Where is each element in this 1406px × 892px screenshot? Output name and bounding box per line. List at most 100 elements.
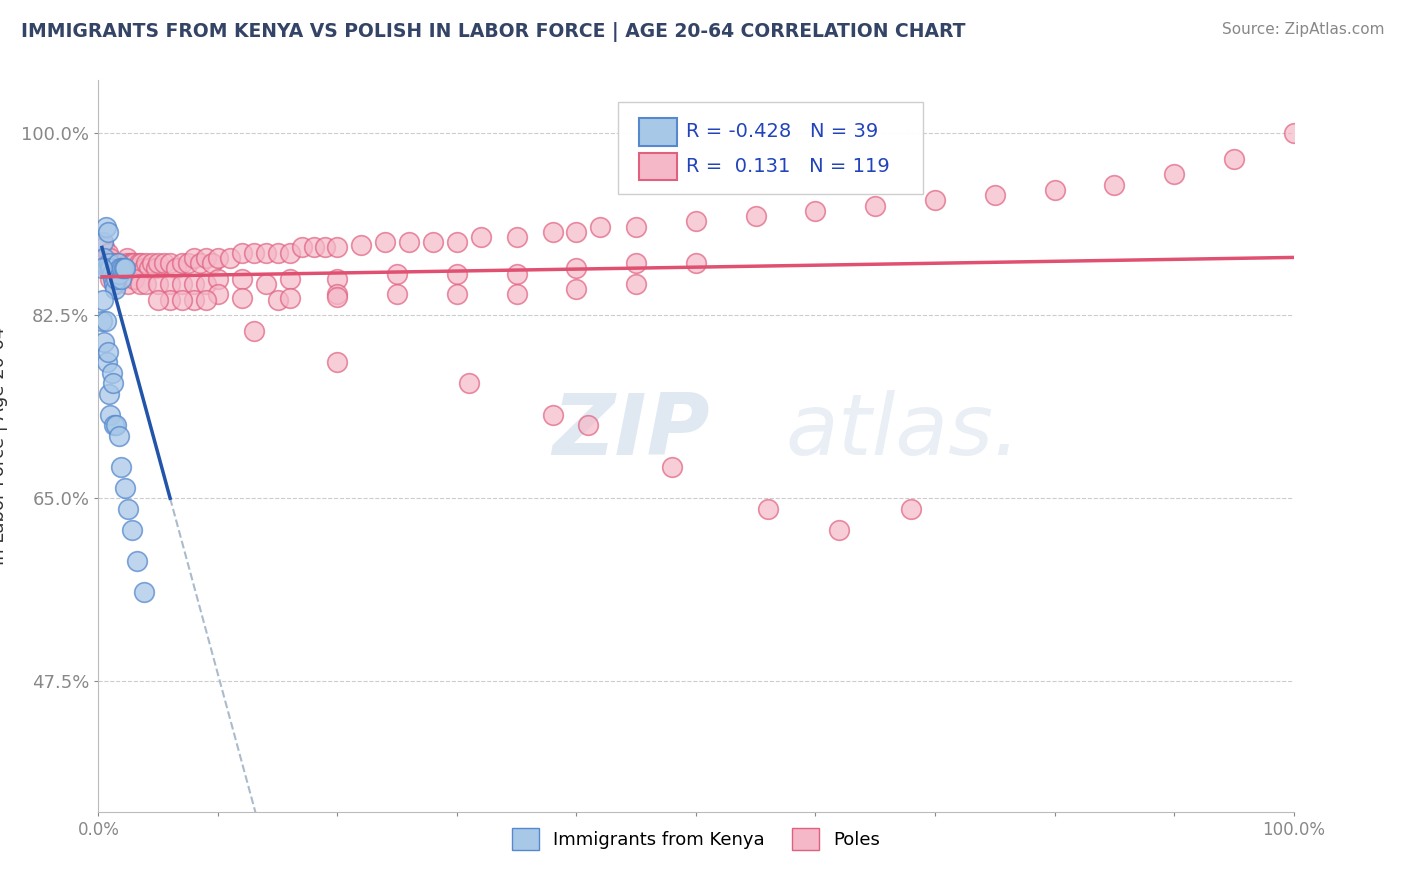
- Point: [112, 261, 135, 276]
- Text: Source: ZipAtlas.com: Source: ZipAtlas.com: [1222, 22, 1385, 37]
- Bar: [638, 119, 676, 146]
- Text: IMMIGRANTS FROM KENYA VS POLISH IN LABOR FORCE | AGE 20-64 CORRELATION CHART: IMMIGRANTS FROM KENYA VS POLISH IN LABOR…: [21, 22, 966, 42]
- Point: [114, 481, 136, 495]
- Point: [148, 277, 170, 291]
- Point: [100, 256, 122, 270]
- Point: [626, 256, 648, 270]
- Point: [94, 313, 117, 327]
- Point: [107, 428, 129, 442]
- Point: [128, 256, 150, 270]
- Legend: Immigrants from Kenya, Poles: Immigrants from Kenya, Poles: [505, 821, 887, 857]
- Point: [117, 256, 139, 270]
- Point: [132, 585, 155, 599]
- Point: [141, 256, 163, 270]
- Point: [685, 256, 707, 270]
- Point: [96, 256, 118, 270]
- Point: [165, 261, 187, 276]
- Point: [172, 277, 194, 291]
- Point: [1223, 152, 1246, 166]
- Point: [153, 256, 176, 270]
- Point: [231, 245, 253, 260]
- Point: [541, 408, 564, 422]
- Point: [385, 287, 409, 301]
- Point: [107, 267, 129, 281]
- Point: [756, 501, 779, 516]
- Text: R = -0.428   N = 39: R = -0.428 N = 39: [686, 122, 879, 141]
- Bar: [638, 153, 676, 180]
- Point: [107, 256, 129, 270]
- Point: [446, 235, 468, 250]
- Point: [148, 256, 170, 270]
- Point: [177, 256, 200, 270]
- Point: [120, 256, 142, 270]
- Point: [108, 261, 131, 276]
- Point: [565, 261, 588, 276]
- Point: [159, 293, 181, 307]
- Text: R =  0.131   N = 119: R = 0.131 N = 119: [686, 157, 890, 176]
- Point: [107, 256, 129, 270]
- Point: [111, 256, 134, 270]
- Point: [93, 251, 115, 265]
- Point: [626, 277, 648, 291]
- Point: [96, 261, 118, 276]
- Point: [124, 272, 146, 286]
- Point: [685, 214, 707, 228]
- Point: [422, 235, 444, 250]
- Point: [91, 256, 114, 270]
- Point: [125, 261, 148, 276]
- Point: [104, 261, 127, 276]
- Point: [108, 267, 131, 281]
- Point: [326, 289, 349, 303]
- Point: [278, 245, 301, 260]
- Point: [231, 272, 253, 286]
- Point: [125, 554, 148, 568]
- Point: [115, 261, 138, 276]
- Point: [267, 245, 290, 260]
- Point: [243, 324, 266, 338]
- Point: [138, 261, 160, 276]
- Point: [578, 418, 600, 433]
- Point: [100, 267, 122, 281]
- Point: [828, 523, 851, 537]
- Point: [98, 386, 121, 401]
- Point: [97, 245, 120, 260]
- Point: [195, 277, 218, 291]
- Point: [1163, 167, 1185, 181]
- Point: [103, 256, 125, 270]
- Point: [105, 272, 128, 286]
- Point: [124, 256, 146, 270]
- Point: [219, 251, 242, 265]
- Point: [565, 225, 588, 239]
- Point: [183, 251, 205, 265]
- Point: [1282, 126, 1305, 140]
- Point: [91, 313, 114, 327]
- Point: [188, 256, 211, 270]
- Y-axis label: In Labor Force | Age 20-64: In Labor Force | Age 20-64: [0, 326, 7, 566]
- Point: [110, 459, 132, 474]
- Point: [278, 291, 301, 305]
- Point: [506, 267, 529, 281]
- Point: [326, 272, 349, 286]
- Point: [506, 287, 529, 301]
- Point: [91, 251, 114, 265]
- Point: [231, 291, 253, 305]
- Point: [924, 194, 946, 208]
- Point: [207, 251, 229, 265]
- Point: [107, 261, 129, 276]
- Point: [541, 225, 564, 239]
- Point: [291, 240, 314, 254]
- Point: [278, 272, 301, 286]
- Point: [114, 256, 136, 270]
- Point: [183, 293, 205, 307]
- Point: [103, 277, 125, 291]
- Point: [91, 235, 114, 250]
- Point: [804, 203, 827, 218]
- Point: [589, 219, 612, 234]
- Point: [350, 238, 373, 252]
- Point: [145, 261, 167, 276]
- Point: [121, 256, 143, 270]
- Point: [129, 277, 152, 291]
- Point: [132, 261, 155, 276]
- Point: [118, 261, 141, 276]
- Point: [121, 523, 143, 537]
